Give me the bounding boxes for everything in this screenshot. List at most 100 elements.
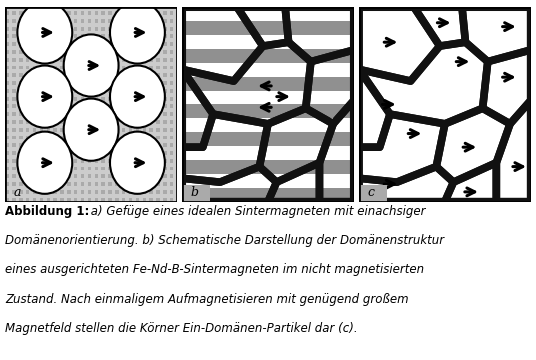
Bar [122,104,125,108]
Bar [115,27,118,31]
Bar [19,50,23,54]
Bar [19,143,23,147]
Bar [150,104,153,108]
Bar [88,50,91,54]
Bar [54,19,57,23]
Bar [81,198,84,202]
Bar [33,11,36,15]
Bar [33,151,36,155]
Bar [19,58,23,62]
Bar [94,174,98,178]
Bar [60,135,64,139]
Bar [143,159,146,163]
Circle shape [110,132,165,194]
Bar [74,198,77,202]
Bar [67,35,71,38]
Bar [163,198,167,202]
Bar [5,104,9,108]
Bar [40,73,43,77]
Bar [26,73,29,77]
Bar [88,151,91,155]
Bar [157,135,160,139]
Bar [5,73,9,77]
Bar [12,73,16,77]
Bar [88,198,91,202]
Bar [40,135,43,139]
Bar [74,112,77,116]
Bar [115,190,118,194]
Bar [94,167,98,171]
Bar [26,19,29,23]
Bar [94,66,98,69]
Bar [33,50,36,54]
Bar [54,151,57,155]
Bar [170,89,174,93]
Bar [108,151,111,155]
Bar [54,128,57,132]
Bar [108,174,111,178]
Bar [163,190,167,194]
Bar [94,198,98,202]
Bar [88,135,91,139]
Bar [40,198,43,202]
Bar [33,198,36,202]
Text: Magnetfeld stellen die Körner Ein-Domänen-Partikel dar (c).: Magnetfeld stellen die Körner Ein-Domäne… [5,322,358,335]
Bar [74,174,77,178]
Bar [115,135,118,139]
Bar [136,112,139,116]
Bar [101,89,105,93]
Bar [122,73,125,77]
Bar [94,58,98,62]
Bar [19,198,23,202]
Bar [170,27,174,31]
Bar [12,198,16,202]
Bar [101,96,105,100]
Bar [81,42,84,46]
Bar [143,81,146,85]
Bar [88,73,91,77]
Bar [40,89,43,93]
Bar [26,104,29,108]
Bar [115,35,118,38]
Bar [143,19,146,23]
Bar [12,128,16,132]
Bar [40,112,43,116]
Bar [150,58,153,62]
Bar [115,159,118,163]
Bar [88,143,91,147]
Bar [40,19,43,23]
Bar [33,42,36,46]
Bar [115,19,118,23]
Bar [129,112,132,116]
Bar [60,151,64,155]
Bar [19,174,23,178]
Bar [94,159,98,163]
Bar [108,190,111,194]
Bar [19,128,23,132]
Bar [101,42,105,46]
Bar [115,81,118,85]
Bar [54,50,57,54]
Bar [60,58,64,62]
Bar [115,11,118,15]
Bar [74,81,77,85]
Bar [54,198,57,202]
Bar [40,42,43,46]
Bar [143,182,146,186]
Bar [40,167,43,171]
Bar [54,120,57,124]
Bar [122,112,125,116]
Bar [150,66,153,69]
Bar [54,42,57,46]
Text: a: a [14,186,21,199]
Bar [47,174,50,178]
Bar [74,50,77,54]
Bar [101,190,105,194]
Bar [182,146,354,160]
Bar [122,96,125,100]
Bar [136,96,139,100]
Bar [115,167,118,171]
Bar [136,11,139,15]
Bar [94,11,98,15]
Bar [5,81,9,85]
